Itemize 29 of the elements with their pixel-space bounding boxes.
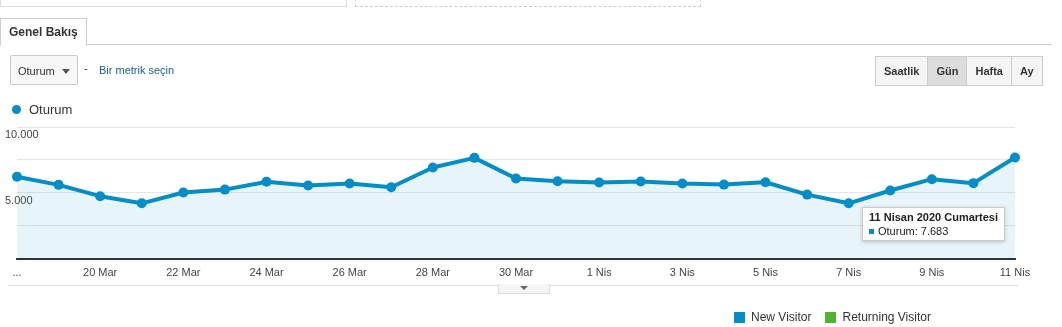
x-tick-label: 22 Mar (166, 266, 201, 279)
y-tick-label: 10.000 (5, 128, 39, 141)
x-tick-label: 1 Nis (586, 266, 613, 279)
text: - (84, 62, 88, 74)
text: Oturum (10, 55, 78, 85)
legend-label: Oturum (28, 102, 73, 117)
x-tick-label: 5 Nis (752, 266, 779, 279)
text: Genel Bakış (0, 18, 87, 46)
x-tick-label: 26 Mar (332, 266, 368, 279)
text: Saatlik (875, 56, 929, 86)
text: Hafta (966, 56, 1012, 86)
x-tick-label: 20 Mar (83, 266, 118, 279)
annotation: Oturum: 7.683 (877, 225, 950, 237)
y-tick-label: 5.000 (5, 193, 33, 206)
x-tick-label: 9 Nis (919, 266, 945, 279)
x-tick-label: 24 Mar (249, 266, 284, 279)
x-tick-label: 30 Mar (498, 266, 534, 279)
text: Bir metrik seçin (99, 64, 175, 76)
tooltip-box: 11 Nisan 2020 Cumartesi Oturum: 7.683 (862, 207, 1006, 241)
annotation: 11 Nisan 2020 Cumartesi (869, 211, 999, 223)
x-tick-label: 7 Nis (836, 266, 862, 279)
x-tick-label: 28 Mar (415, 266, 451, 279)
text: Ay (1010, 56, 1043, 86)
text: Gün (927, 56, 968, 86)
x-tick-label: 11 Nis (999, 266, 1031, 279)
x-tick-label: ... (12, 266, 22, 279)
text: Returning Visitor (841, 310, 931, 324)
text: New Visitor (750, 310, 812, 324)
x-tick-label: 3 Nis (669, 266, 696, 279)
